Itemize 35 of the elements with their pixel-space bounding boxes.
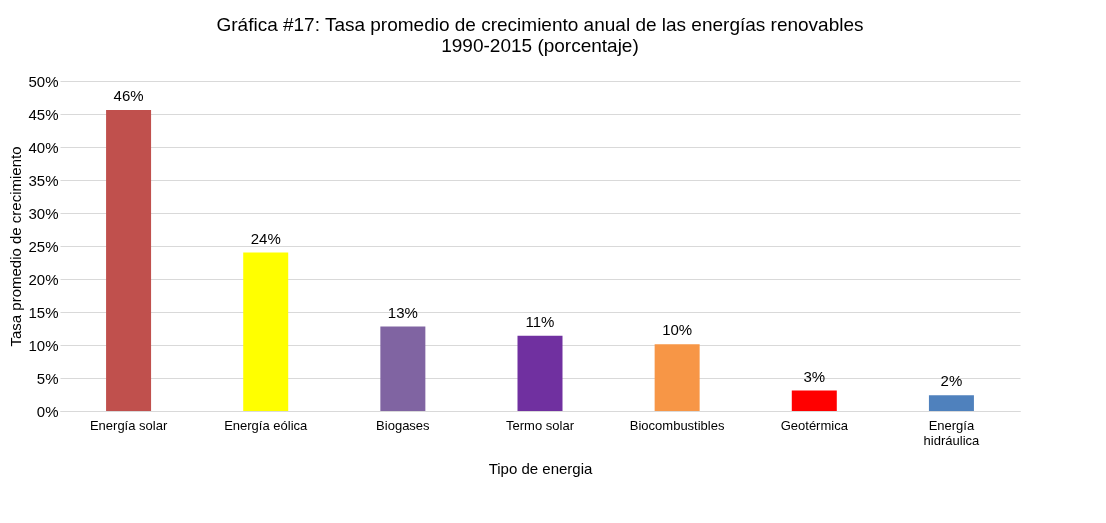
bar [517,335,563,411]
x-tick-label: Biocombustibles [629,417,725,433]
x-axis-title: Tipo de energia [488,459,593,477]
y-tick-label: 15% [28,303,59,321]
x-tick-label: Energía eólica [224,417,309,433]
y-tick-label: 30% [28,204,59,222]
data-label: 46% [113,87,144,105]
data-label: 2% [940,372,963,390]
bar [380,326,426,411]
x-tick-label: Energía solar [89,417,168,433]
chart-title: Gráfica #17: Tasa promedio de crecimiento anual de las energías renovables 1990-2015 (porcentaje) [216,14,864,56]
x-tick-label: Energía hidráulica [923,417,981,448]
y-tick-label: 20% [28,270,59,288]
data-label: 10% [662,321,693,339]
y-tick-label: 25% [28,237,59,255]
x-tick-label: Termo solar [506,417,575,433]
y-tick-label: 0% [36,402,59,420]
y-tick-label: 35% [28,171,59,189]
data-label: 11% [525,312,555,330]
bar [791,390,837,411]
y-tick-label: 40% [28,138,59,156]
y-tick-label: 45% [28,105,59,123]
y-tick-label: 5% [36,369,59,387]
data-label: 13% [387,303,418,321]
y-tick-label: 10% [28,336,59,354]
x-tick-label: Geotérmica [780,417,849,433]
bar [654,344,700,411]
y-tick-label: 50% [28,72,59,90]
bar [106,110,152,411]
y-axis-title: Tasa promedio de crecimiento [7,146,25,347]
x-tick-label: Biogases [376,417,431,433]
bar [928,395,974,411]
bar [243,252,289,411]
data-label: 3% [803,367,826,385]
data-label: 24% [250,229,281,247]
